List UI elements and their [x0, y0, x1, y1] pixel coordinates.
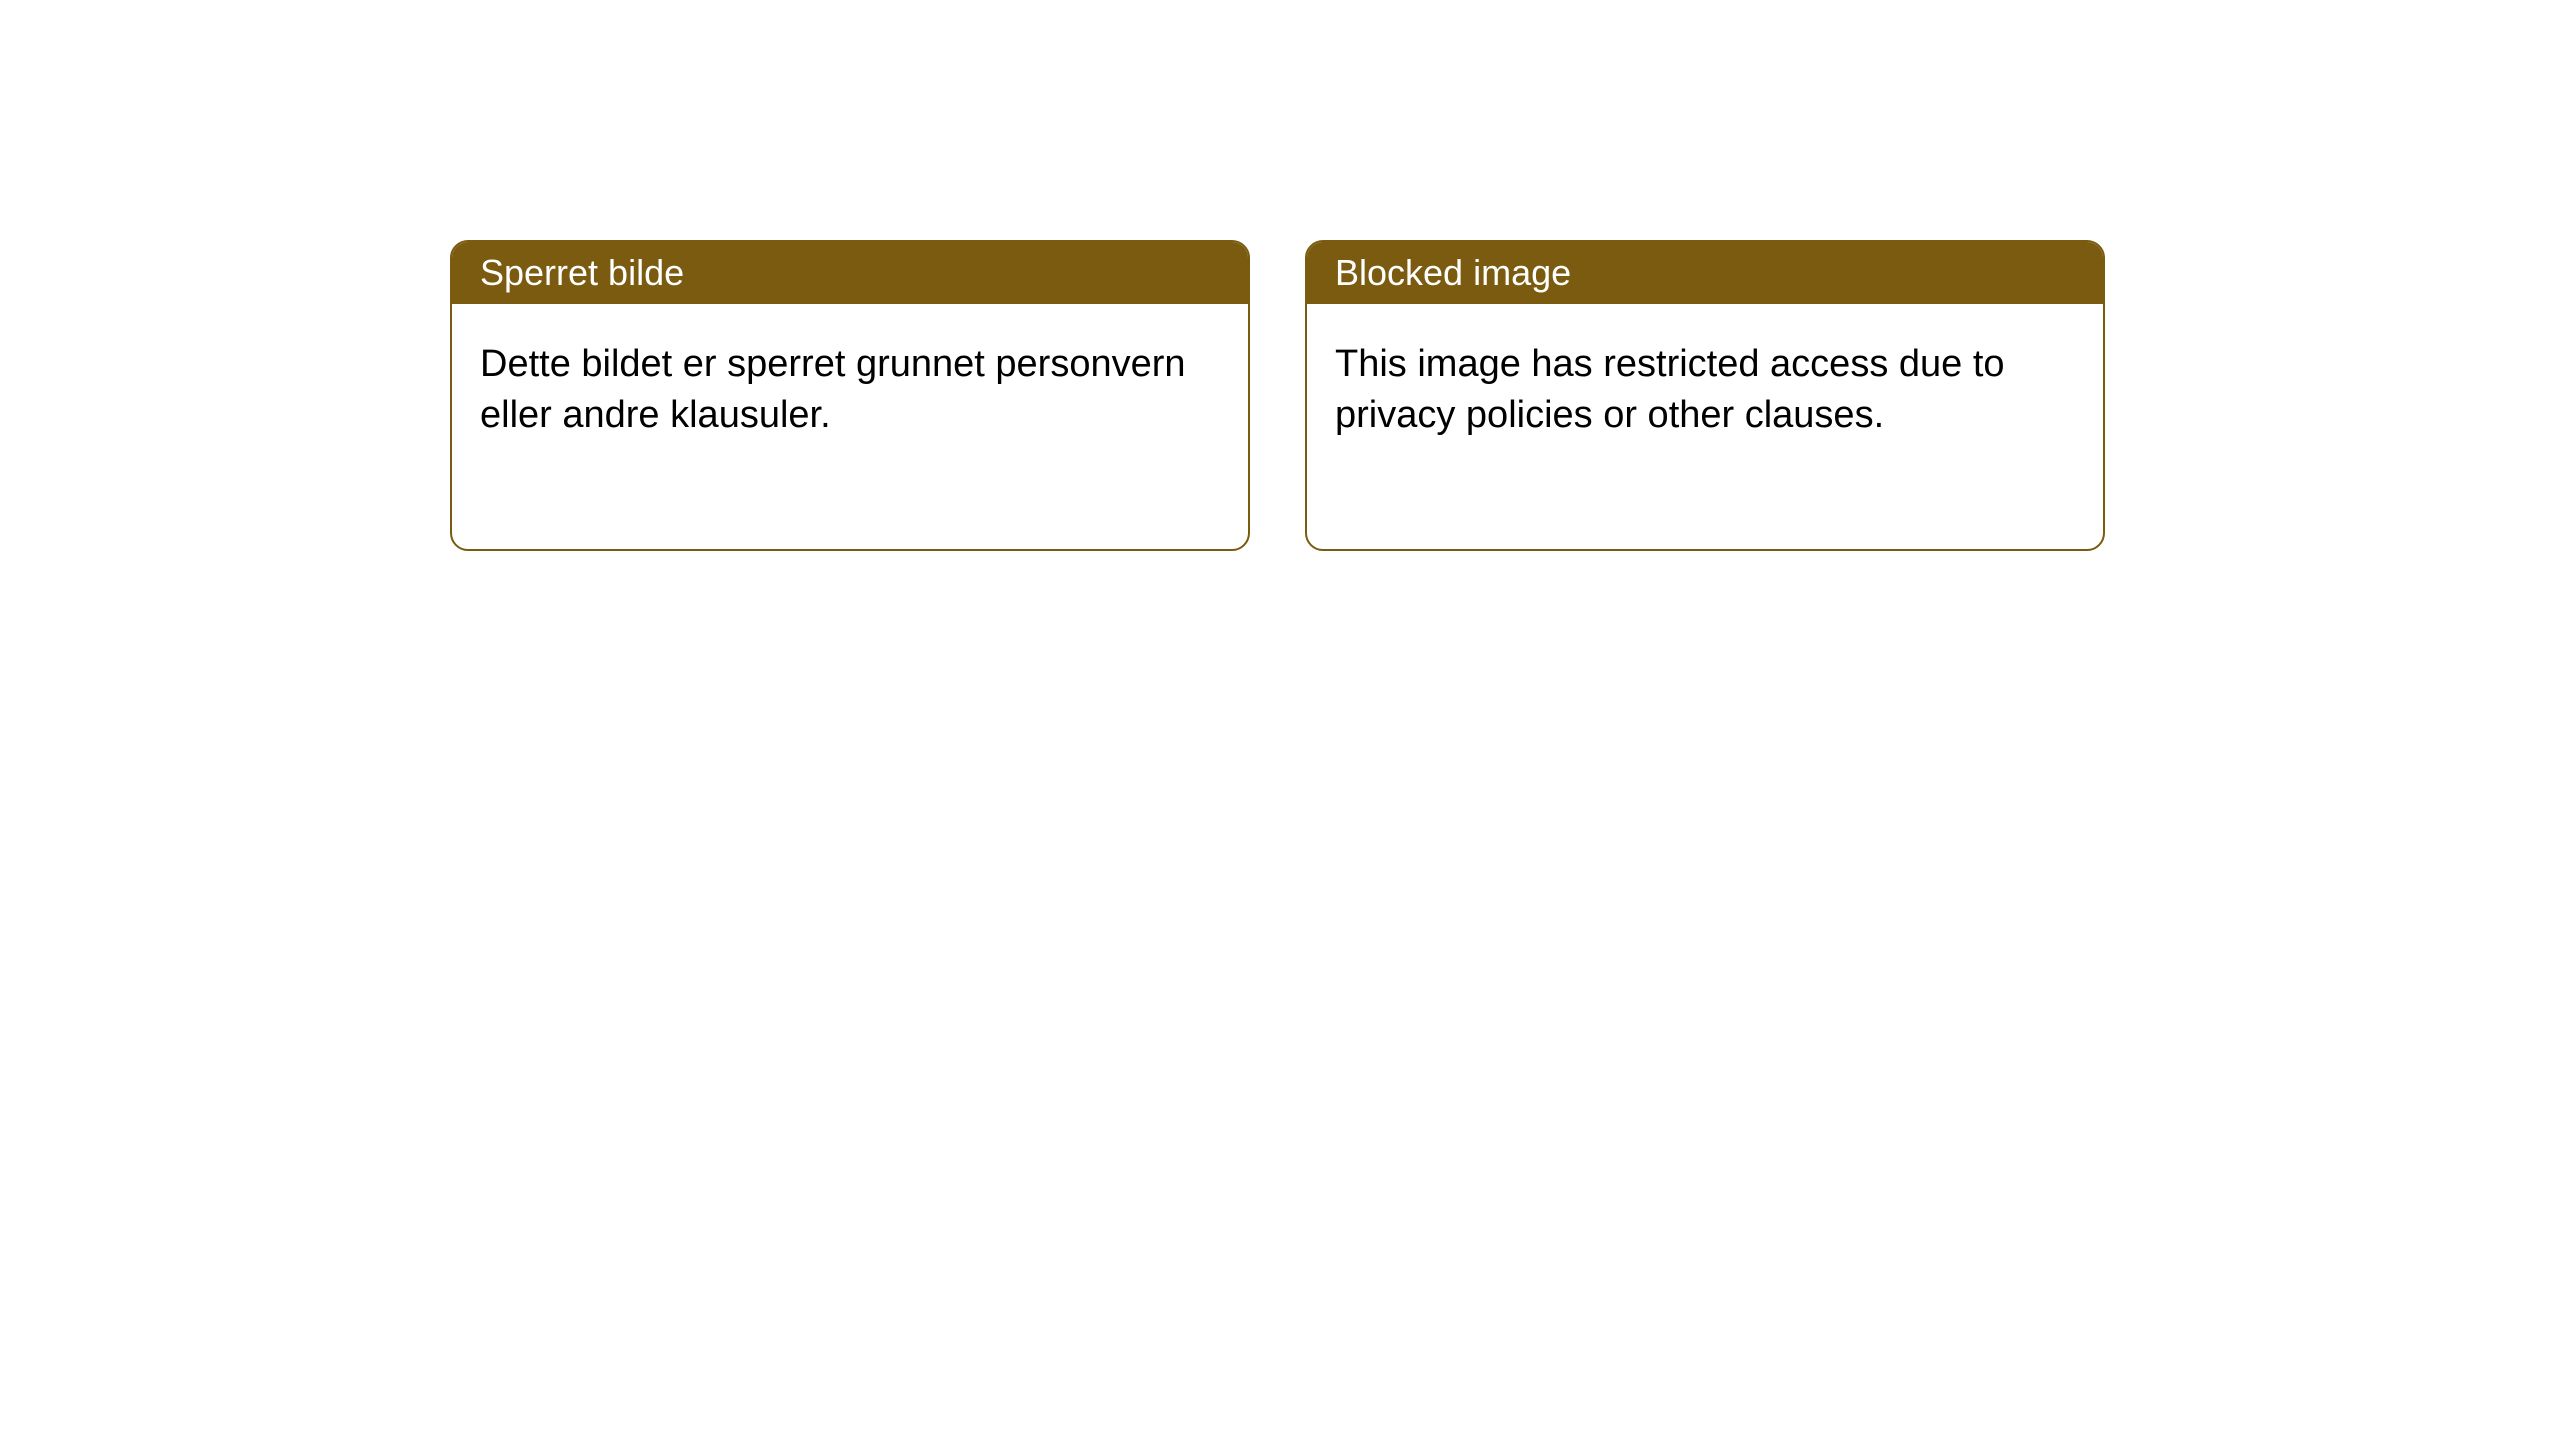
- notice-body-english: This image has restricted access due to …: [1307, 304, 2103, 549]
- notice-title-norwegian: Sperret bilde: [452, 242, 1248, 304]
- notice-title-english: Blocked image: [1307, 242, 2103, 304]
- notice-card-english: Blocked image This image has restricted …: [1305, 240, 2105, 551]
- notice-body-norwegian: Dette bildet er sperret grunnet personve…: [452, 304, 1248, 549]
- notice-card-norwegian: Sperret bilde Dette bildet er sperret gr…: [450, 240, 1250, 551]
- notice-container: Sperret bilde Dette bildet er sperret gr…: [450, 240, 2105, 551]
